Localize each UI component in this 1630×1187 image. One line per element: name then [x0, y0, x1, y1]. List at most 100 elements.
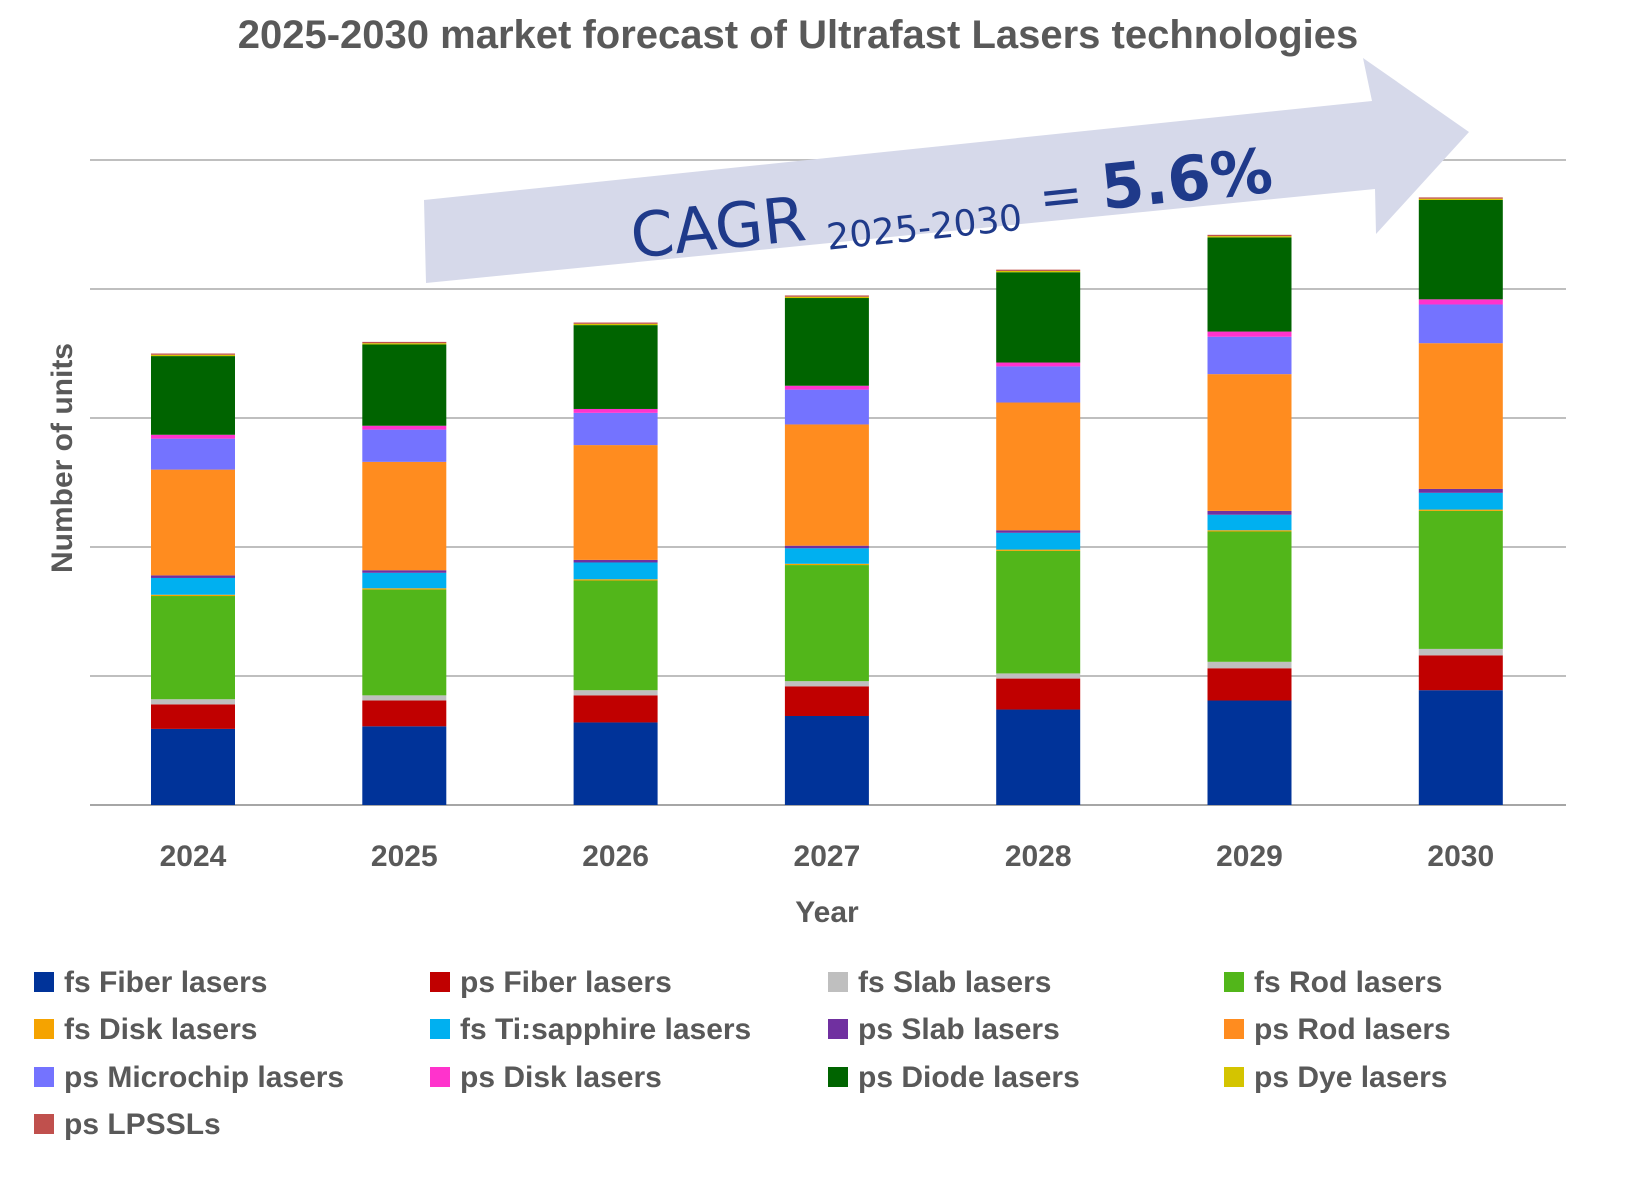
bar-segment — [362, 695, 447, 701]
bar-segment — [996, 550, 1081, 674]
bar-segment — [784, 295, 869, 297]
bar-segment — [573, 408, 658, 413]
bar-stack-2030 — [1418, 197, 1503, 805]
bar-segment — [1207, 661, 1292, 669]
bar-segment — [996, 366, 1081, 403]
legend-item: ps Microchip lasers — [34, 1061, 344, 1094]
legend-item: fs Rod lasers — [1224, 966, 1442, 999]
bar-segment — [996, 272, 1081, 363]
legend-label: ps Fiber lasers — [460, 966, 672, 999]
x-tick-label: 2029 — [1216, 840, 1283, 873]
legend-label: fs Ti:sapphire lasers — [460, 1013, 751, 1046]
bar-segment — [573, 325, 658, 409]
legend: fs Fiber lasers ps Fiber lasers fs Slab la… — [34, 966, 1451, 1141]
legend-swatch — [1224, 1019, 1244, 1039]
bar-segment — [151, 434, 235, 439]
bar-segment — [151, 575, 235, 578]
legend-swatch — [1224, 972, 1244, 992]
bar-segment — [362, 726, 447, 805]
bar-segment — [362, 570, 447, 573]
bar-segment — [784, 296, 869, 299]
legend-swatch — [828, 972, 848, 992]
legend-item: fs Slab lasers — [828, 966, 1051, 999]
legend-item: ps Slab lasers — [828, 1013, 1060, 1046]
bar-segment — [1207, 700, 1292, 805]
bar-stack-2027 — [784, 295, 869, 805]
bar-segment — [996, 269, 1081, 271]
bar-segment — [573, 579, 658, 581]
bar-segment — [1418, 199, 1503, 300]
bar-segment — [1207, 514, 1292, 531]
bar-segment — [1418, 343, 1503, 489]
x-axis-ticks: 2024 2025 2026 2027 2028 2029 2030 — [160, 840, 1495, 873]
bar-segment — [1418, 299, 1503, 305]
legend-item: ps LPSSLs — [34, 1108, 221, 1141]
bar-segment — [996, 678, 1081, 710]
bar-segment — [784, 563, 869, 566]
bar-segment — [784, 681, 869, 687]
bar-segment — [784, 565, 869, 682]
bar-segment — [573, 690, 658, 696]
legend-label: ps Microchip lasers — [64, 1061, 344, 1094]
bar-segment — [1418, 690, 1503, 805]
legend-swatch — [828, 1067, 848, 1087]
x-tick-label: 2026 — [582, 840, 649, 873]
legend-label: ps Slab lasers — [858, 1013, 1060, 1046]
bar-segment — [151, 353, 235, 355]
x-tick-label: 2030 — [1427, 840, 1494, 873]
legend-label: ps Rod lasers — [1254, 1013, 1451, 1046]
bar-segment — [573, 322, 658, 324]
legend-label: ps Dye lasers — [1254, 1061, 1447, 1094]
legend-item: fs Disk lasers — [34, 1013, 257, 1046]
bar-stack-2026 — [573, 322, 658, 805]
bar-segment — [1418, 509, 1503, 511]
legend-label: ps LPSSLs — [64, 1108, 221, 1141]
legend-item: ps Dye lasers — [1224, 1061, 1447, 1094]
x-tick-label: 2027 — [794, 840, 861, 873]
bar-segment — [1418, 304, 1503, 344]
bars — [151, 197, 1503, 805]
bar-segment — [1207, 236, 1292, 238]
bar-segment — [1207, 336, 1292, 375]
chart-title: 2025-2030 market forecast of Ultrafast L… — [238, 13, 1359, 57]
bar-segment — [151, 704, 235, 729]
legend-swatch — [430, 1019, 450, 1039]
bar-segment — [1207, 510, 1292, 515]
bar-segment — [151, 728, 235, 805]
bar-segment — [1207, 234, 1292, 237]
cagr-arrow — [424, 58, 1469, 283]
legend-label: fs Disk lasers — [64, 1013, 257, 1046]
legend-swatch — [34, 1114, 54, 1134]
legend-label: ps Diode lasers — [858, 1061, 1080, 1094]
bar-segment — [784, 548, 869, 564]
bar-segment — [151, 354, 235, 357]
legend-swatch — [430, 1067, 450, 1087]
bar-segment — [362, 572, 447, 589]
bar-segment — [573, 695, 658, 723]
bar-stack-2024 — [151, 353, 235, 805]
legend-swatch — [430, 972, 450, 992]
bar-segment — [573, 580, 658, 691]
bar-segment — [362, 425, 447, 430]
bar-segment — [151, 577, 235, 595]
x-axis-label: Year — [795, 896, 859, 929]
bar-segment — [996, 530, 1081, 533]
bar-segment — [362, 700, 447, 727]
bar-segment — [573, 412, 658, 446]
legend-label: fs Fiber lasers — [64, 966, 267, 999]
legend-item: fs Fiber lasers — [34, 966, 267, 999]
bar-segment — [1418, 655, 1503, 691]
legend-swatch — [34, 1067, 54, 1087]
bar-segment — [1418, 488, 1503, 493]
bar-segment — [1207, 668, 1292, 701]
legend-swatch — [34, 1019, 54, 1039]
bar-segment — [151, 356, 235, 435]
bar-segment — [1418, 197, 1503, 199]
bar-segment — [1207, 531, 1292, 662]
bar-segment — [573, 323, 658, 326]
bar-stack-2025 — [362, 341, 447, 805]
bar-segment — [996, 709, 1081, 805]
cagr-annotation: CAGR 2025-2030 = 5.6% — [424, 58, 1469, 283]
x-tick-label: 2025 — [371, 840, 438, 873]
